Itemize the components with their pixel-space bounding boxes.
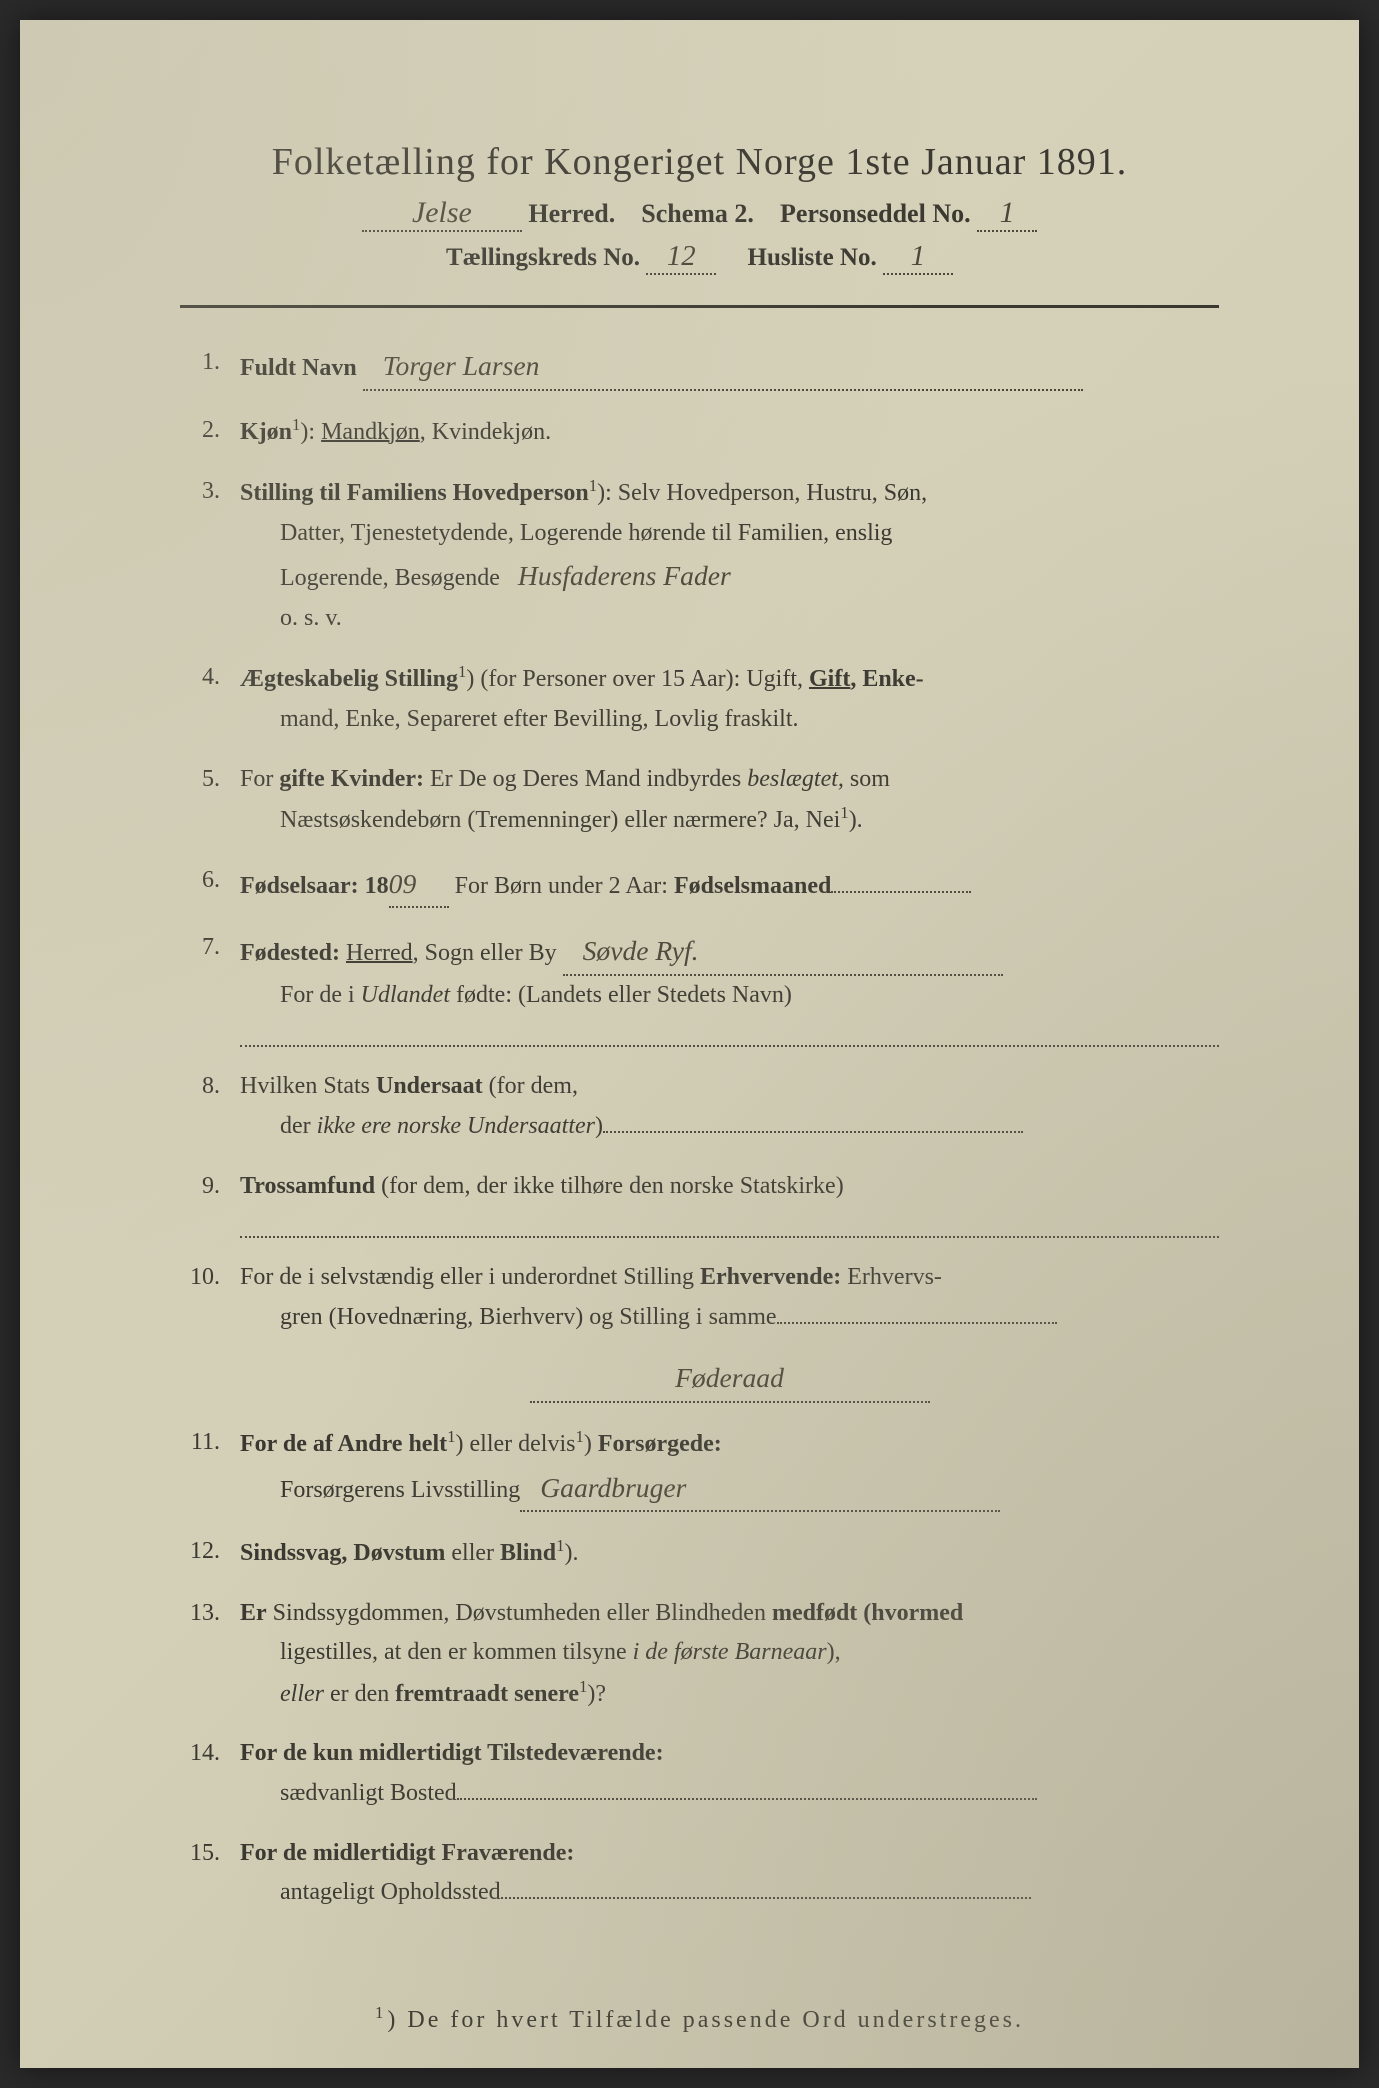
item-1: 1. Fuldt Navn Torger Larsen [180,343,1219,391]
personseddel-label: Personseddel No. [780,199,971,228]
divider [180,305,1219,308]
item-4: 4. Ægteskabelig Stilling1) (for Personer… [180,658,1219,739]
subtitle-line-1: Jelse Herred. Schema 2. Personseddel No.… [180,196,1219,232]
item-7: 7. Fødested: Herred, Sogn eller By Søvde… [180,928,1219,1047]
herred-label: Herred. [528,199,615,228]
item-14: 14. For de kun midlertidigt Tilstedevære… [180,1734,1219,1813]
item-5: 5. For gifte Kvinder: Er De og Deres Man… [180,760,1219,841]
schema-label: Schema 2. [641,199,754,228]
item-8: 8. Hvilken Stats Undersaat (for dem, der… [180,1067,1219,1146]
item-6: 6. Fødselsaar: 1809 For Børn under 2 Aar… [180,861,1219,909]
footnote: 1) De for hvert Tilfælde passende Ord un… [180,2003,1219,2034]
item-3: 3. Stilling til Familiens Hovedperson1):… [180,472,1219,638]
item-12: 12. Sindssvag, Døvstum eller Blind1). [180,1532,1219,1574]
item-9: 9. Trossamfund (for dem, der ikke tilhør… [180,1167,1219,1239]
kreds-label: Tællingskreds No. [446,244,640,271]
items-list: 1. Fuldt Navn Torger Larsen 2. Kjøn1): M… [180,343,1219,1913]
husliste-value: 1 [883,240,953,275]
herred-value: Jelse [362,196,522,232]
census-document: Folketælling for Kongeriget Norge 1ste J… [20,20,1359,2068]
item-11: 11. For de af Andre helt1) eller delvis1… [180,1423,1219,1512]
husliste-label: Husliste No. [748,244,877,271]
personseddel-value: 1 [977,196,1037,232]
item-13: 13. Er Sindssygdommen, Døvstumheden elle… [180,1594,1219,1715]
item-2: 2. Kjøn1): Mandkjøn, Kvindekjøn. [180,411,1219,453]
document-title: Folketælling for Kongeriget Norge 1ste J… [180,140,1219,184]
item-15: 15. For de midlertidigt Fraværende: anta… [180,1834,1219,1913]
kreds-value: 12 [646,240,716,275]
subtitle-line-2: Tællingskreds No. 12 Husliste No. 1 [180,240,1219,275]
item-10: 10. For de i selvstændig eller i underor… [180,1258,1219,1403]
